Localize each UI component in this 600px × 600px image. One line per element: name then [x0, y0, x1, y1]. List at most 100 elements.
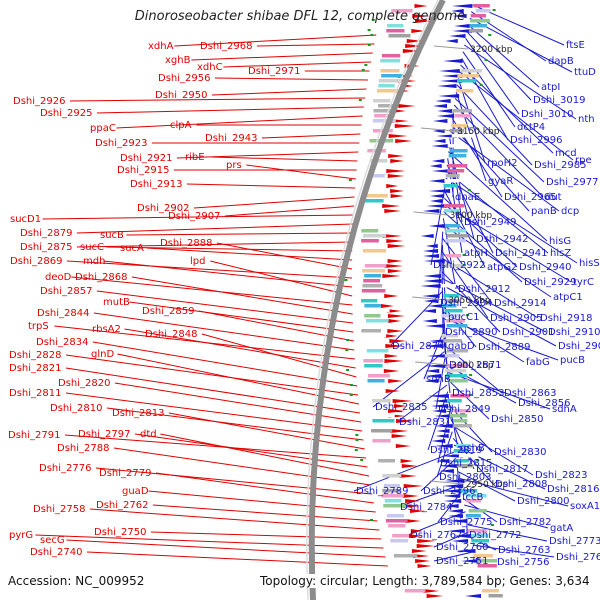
- annotation-block: [378, 84, 395, 88]
- right-gene-label: dut: [545, 192, 562, 203]
- left-connector-line: [146, 247, 353, 261]
- ruler-label: 2950 kbp: [466, 480, 509, 490]
- annotation-block: [445, 374, 467, 378]
- forward-gene-mark: [426, 594, 444, 598]
- annotation-block: [363, 189, 384, 193]
- left-connector-line: [174, 34, 377, 47]
- left-gene-label: Dshi_2740: [30, 547, 82, 558]
- annotation-block: [465, 499, 482, 503]
- reverse-gene-mark: [429, 164, 442, 168]
- reverse-gene-mark: [445, 39, 458, 43]
- reverse-gene-mark: [426, 354, 448, 358]
- left-connector-line: [176, 151, 359, 159]
- annotation-block: [468, 29, 484, 33]
- reverse-gene-mark: [436, 114, 455, 118]
- right-connector-line: [445, 371, 551, 410]
- forward-gene-mark: [402, 504, 421, 508]
- left-connector-line: [66, 260, 353, 279]
- left-gene-label: Dshi_2923: [95, 138, 147, 149]
- rna-feature-mark: [367, 44, 371, 46]
- reverse-gene-mark: [445, 504, 459, 508]
- left-gene-label: sucA: [120, 243, 144, 254]
- left-connector-line: [160, 433, 370, 477]
- left-gene-label: Dshi_2879: [20, 228, 72, 239]
- left-gene-label: Dshi_2875: [20, 242, 72, 253]
- right-gene-label: Dshi_2819: [430, 445, 482, 456]
- forward-gene-mark: [384, 264, 404, 268]
- right-gene-label: atpI: [541, 82, 560, 93]
- left-gene-label: xdhA: [148, 41, 174, 52]
- left-connector-line: [65, 367, 361, 414]
- right-connector-line: [396, 384, 448, 423]
- forward-gene-mark: [409, 509, 425, 513]
- right-connector-line: [466, 31, 532, 101]
- annotation-block: [481, 589, 499, 593]
- ruler-ticks: 3200 kbp 3150 kbp 3100 kbp 3050 kbp 3000 kbp…: [412, 45, 513, 490]
- right-connector-line: [353, 451, 456, 492]
- reverse-gene-mark: [432, 104, 448, 108]
- forward-gene-mark: [388, 134, 408, 138]
- left-gene-label: glnD: [91, 349, 114, 360]
- right-gene-label: Dshi_2918: [540, 313, 592, 324]
- forward-gene-mark: [417, 539, 436, 543]
- annotation-block: [448, 154, 467, 158]
- annotation-block: [446, 324, 468, 328]
- annotation-block: [488, 594, 503, 598]
- forward-gene-mark: [402, 494, 419, 498]
- forward-gene-mark: [398, 104, 416, 108]
- right-connector-line: [372, 351, 445, 408]
- forward-gene-mark: [388, 409, 406, 413]
- ruler-tick: [412, 296, 447, 301]
- left-connector-line: [261, 133, 361, 139]
- forward-gene-mark: [383, 369, 400, 373]
- annotation-block: [456, 464, 474, 468]
- right-connector-line: [463, 44, 577, 120]
- annotation-block: [454, 459, 469, 463]
- left-connector-line: [216, 242, 353, 270]
- annotation-block: [361, 254, 383, 258]
- rna-feature-mark: [466, 314, 470, 316]
- reverse-gene-mark: [441, 454, 463, 458]
- right-gene-label: sdhB: [426, 374, 451, 385]
- right-gene-label: Dshi_2760: [436, 542, 488, 553]
- right-gene-label: Dshi_2764: [556, 552, 600, 563]
- right-gene-label: dnaE: [455, 192, 480, 203]
- left-connector-line: [42, 214, 354, 220]
- right-gene-label: Dshi_2863: [504, 388, 556, 399]
- annotation-block: [448, 379, 468, 383]
- rna-feature-mark: [479, 84, 483, 86]
- annotation-block: [444, 209, 460, 213]
- reverse-gene-mark: [434, 424, 453, 428]
- forward-gene-mark: [405, 44, 425, 48]
- annotation-block: [481, 569, 502, 573]
- rna-feature-mark: [344, 279, 348, 281]
- left-connector-line: [134, 433, 368, 468]
- annotation-block: [369, 164, 389, 168]
- annotation-block: [373, 99, 391, 103]
- forward-gene-mark: [390, 189, 405, 193]
- forward-gene-mark: [417, 564, 432, 568]
- annotation-block: [443, 339, 462, 343]
- rna-feature-mark: [349, 384, 353, 386]
- annotation-block: [445, 369, 467, 373]
- annotation-block: [470, 14, 486, 18]
- forward-gene-mark: [393, 404, 407, 408]
- forward-gene-mark: [387, 269, 403, 273]
- right-connector-line: [448, 404, 493, 453]
- annotation-block: [390, 539, 408, 543]
- left-gene-label: Dshi_2943: [205, 133, 257, 144]
- reverse-gene-mark: [422, 209, 440, 213]
- annotation-block: [451, 134, 474, 138]
- forward-gene-mark: [384, 354, 399, 358]
- genome-title: Dinoroseobacter shibae DFL 12, complete …: [134, 9, 466, 24]
- right-gene-label: Dshi_2789: [356, 486, 408, 497]
- annotation-block: [447, 144, 465, 148]
- reverse-gene-mark: [443, 59, 463, 63]
- right-gene-label: Dshi_2905: [490, 313, 542, 324]
- annotation-block: [363, 359, 384, 363]
- annotation-block: [366, 349, 389, 353]
- left-gene-label: Dshi_2907: [168, 211, 220, 222]
- annotation-block: [365, 309, 390, 313]
- annotation-block: [473, 4, 490, 8]
- left-gene-label: Dshi_2956: [158, 73, 210, 84]
